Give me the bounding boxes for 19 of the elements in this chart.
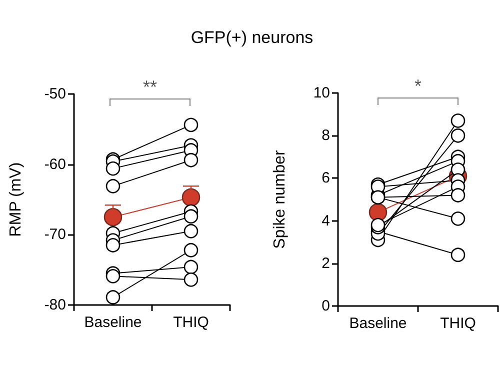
y-axis-title: RMP (mV): [8, 162, 24, 237]
x-tick-label: THIQ: [173, 314, 209, 331]
y-tick-label: 0: [322, 298, 330, 314]
chart-title: GFP(+) neurons: [190, 28, 314, 48]
annotation: **: [142, 77, 158, 97]
y-tick-label: 6: [322, 170, 330, 187]
x-tick-label: Baseline: [84, 314, 142, 331]
y-tick-label: -70: [44, 226, 66, 244]
y-tick-label: 4: [322, 212, 330, 230]
y-tick-label: -50: [44, 86, 66, 102]
y-tick-label: 10: [313, 84, 330, 102]
x-tick-label: Baseline: [349, 315, 407, 332]
annotation: *: [414, 76, 422, 96]
x-tick-label: THIQ: [440, 315, 476, 332]
y-tick-label: -80: [44, 296, 66, 314]
y-tick-label: -60: [44, 156, 66, 173]
y-axis-title: Spike number: [272, 149, 288, 249]
y-tick-label: 8: [322, 127, 330, 144]
y-tick-label: 2: [322, 254, 330, 272]
